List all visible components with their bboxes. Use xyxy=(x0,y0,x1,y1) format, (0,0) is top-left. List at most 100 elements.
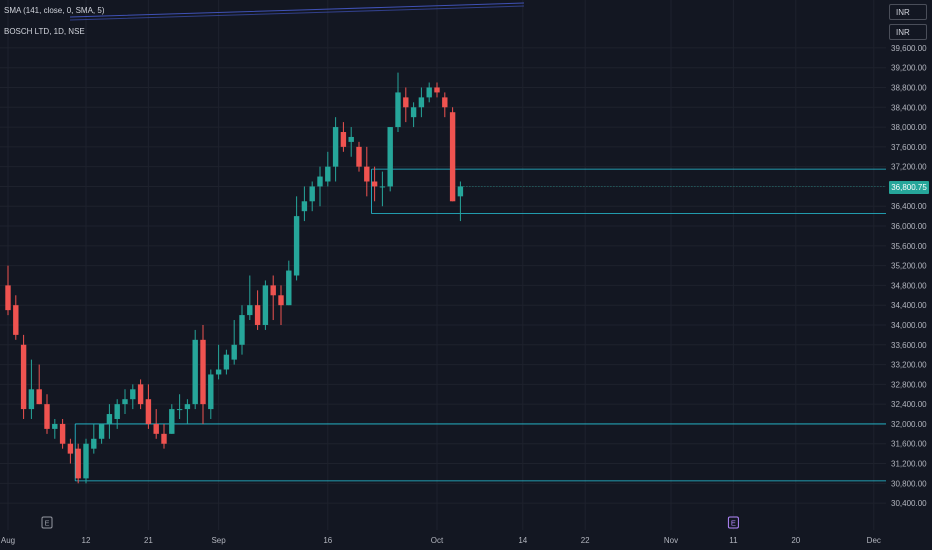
earnings-marker[interactable]: E xyxy=(41,516,53,529)
candle-body xyxy=(215,369,222,375)
candle-body xyxy=(286,270,292,306)
y-tick-label: 34,400.00 xyxy=(891,301,927,310)
candle-body xyxy=(28,389,35,410)
y-tick-label: 30,800.00 xyxy=(891,479,927,488)
y-tick-label: 37,200.00 xyxy=(891,163,927,172)
candle-body xyxy=(410,107,417,118)
candle-body xyxy=(356,146,362,167)
x-tick-label: 14 xyxy=(518,536,527,545)
y-tick-label: 33,600.00 xyxy=(891,341,927,350)
y-tick-label: 36,000.00 xyxy=(891,222,927,231)
candle-body xyxy=(371,181,378,187)
x-tick-label: 21 xyxy=(144,536,153,545)
symbol-legend-text: BOSCH LTD, 1D, NSE xyxy=(4,27,85,36)
y-tick-label: 32,400.00 xyxy=(891,400,927,409)
candle-body xyxy=(403,97,409,108)
x-tick-label: 12 xyxy=(82,536,91,545)
sma-legend-text: SMA (141, close, 0, SMA, 5) xyxy=(4,6,105,15)
candle-body xyxy=(301,201,308,212)
y-tick-label: 34,800.00 xyxy=(891,281,927,290)
candle-body xyxy=(36,389,42,405)
candle-body xyxy=(52,423,58,429)
sma-line-secondary xyxy=(69,5,525,21)
candle-body xyxy=(426,87,432,98)
currency-box-main[interactable]: INR xyxy=(889,24,927,40)
sma-line xyxy=(69,2,525,18)
x-tick-label: Oct xyxy=(431,536,444,545)
candle-body xyxy=(106,414,113,424)
currency-box-top[interactable]: INR xyxy=(889,4,927,20)
y-tick-label: 37,600.00 xyxy=(891,143,927,152)
candle-body xyxy=(340,132,347,147)
x-tick-label: Nov xyxy=(664,536,678,545)
candle-body xyxy=(153,423,159,434)
candle-body xyxy=(13,305,19,335)
candle-body xyxy=(161,433,167,444)
y-tick-label: 31,200.00 xyxy=(891,460,927,469)
candle-body xyxy=(231,344,237,360)
candle-body xyxy=(348,136,354,142)
candle-body xyxy=(254,305,261,325)
earnings-marker[interactable]: E xyxy=(727,516,739,529)
candle-body xyxy=(83,443,89,479)
x-tick-label: Dec xyxy=(867,536,881,545)
y-tick-label: 38,800.00 xyxy=(891,83,927,92)
x-tick-label: 16 xyxy=(323,536,332,545)
candle-body xyxy=(449,112,456,202)
candle-body xyxy=(317,176,323,187)
y-tick-label: 33,200.00 xyxy=(891,361,927,370)
last-price-badge: 36,800.75 xyxy=(889,181,929,194)
candle-body xyxy=(5,285,11,311)
x-tick-label: 20 xyxy=(791,536,800,545)
earnings-marker-label: E xyxy=(731,519,736,528)
candle-body xyxy=(434,87,440,93)
candle-body xyxy=(270,285,276,296)
earnings-marker-box xyxy=(727,516,739,529)
sma-legend[interactable]: SMA (141, close, 0, SMA, 5) xyxy=(4,6,104,15)
x-tick-label: Sep xyxy=(211,536,226,545)
y-tick-label: 36,400.00 xyxy=(891,202,927,211)
candle-body xyxy=(169,409,175,434)
candle-body xyxy=(44,404,50,429)
candle-body xyxy=(457,186,464,197)
candle-body xyxy=(247,305,253,316)
candle-body xyxy=(379,186,386,188)
candle-body xyxy=(364,166,370,182)
candle-body xyxy=(184,404,191,410)
x-tick-label: 22 xyxy=(581,536,590,545)
y-tick-label: 32,000.00 xyxy=(891,420,927,429)
candle-body xyxy=(137,384,144,405)
candle-body xyxy=(192,339,198,405)
y-tick-label: 30,400.00 xyxy=(891,499,927,508)
candle-body xyxy=(67,443,74,454)
candle-body xyxy=(98,423,105,439)
candle-body xyxy=(442,97,448,108)
candle-body xyxy=(75,448,81,479)
y-tick-label: 38,000.00 xyxy=(891,123,927,132)
y-tick-label: 32,800.00 xyxy=(891,380,927,389)
candle-body xyxy=(208,374,214,410)
candle-body xyxy=(262,285,269,325)
candle-body xyxy=(418,97,425,108)
y-tick-label: 35,600.00 xyxy=(891,242,927,251)
candle-body xyxy=(145,399,152,424)
candle-body xyxy=(293,216,300,276)
candle-body xyxy=(20,344,27,410)
candle-body xyxy=(309,186,315,202)
y-tick-label: 38,400.00 xyxy=(891,103,927,112)
candle-body xyxy=(223,354,230,370)
candle-body xyxy=(239,315,245,345)
y-tick-label: 34,000.00 xyxy=(891,321,927,330)
y-tick-label: 31,600.00 xyxy=(891,440,927,449)
candle-body xyxy=(395,92,401,128)
y-tick-label: 35,200.00 xyxy=(891,262,927,271)
candle-body xyxy=(91,438,97,449)
candle-body xyxy=(200,339,206,405)
x-tick-label: 11 xyxy=(729,536,738,545)
candle-body xyxy=(176,409,183,411)
symbol-legend[interactable]: BOSCH LTD, 1D, NSE xyxy=(4,27,85,36)
earnings-marker-box xyxy=(41,516,53,529)
candle-body xyxy=(387,127,393,187)
